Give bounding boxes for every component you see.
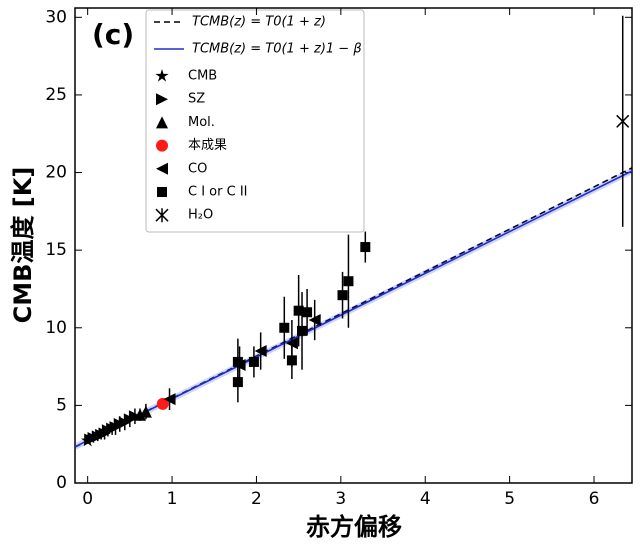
y-tick-label: 10	[45, 318, 67, 338]
y-tick-label: 15	[45, 240, 67, 260]
data-point	[286, 355, 297, 366]
data-point	[297, 325, 308, 336]
data-point	[279, 322, 290, 333]
legend-label: SZ	[188, 92, 205, 107]
data-point	[128, 410, 141, 423]
data-point	[293, 305, 304, 316]
data-point	[616, 114, 630, 129]
legend-marker	[156, 116, 168, 129]
legend-marker	[155, 208, 169, 223]
legend-label: TCMB(z) = T0(1 + z)	[192, 15, 326, 30]
x-tick-label: 5	[504, 489, 515, 509]
y-tick-label: 20	[45, 163, 67, 183]
legend-label: CO	[188, 161, 207, 176]
panel-label: (c)	[92, 18, 134, 51]
data-point	[360, 242, 371, 253]
y-tick-label: 25	[45, 85, 67, 105]
legend-box	[145, 9, 365, 233]
y-tick-label: 30	[45, 7, 67, 27]
x-tick-label: 1	[167, 489, 178, 509]
data-point	[133, 408, 146, 421]
legend-marker	[155, 69, 169, 82]
x-tick-label: 0	[82, 489, 93, 509]
x-tick-label: 6	[589, 489, 600, 509]
legend-label: C I or C II	[188, 185, 247, 200]
data-point	[163, 393, 176, 406]
y-axis-label: CMB温度 [K]	[9, 167, 37, 324]
legend-marker	[156, 139, 168, 152]
y-tick-label: 5	[56, 395, 67, 415]
legend-marker	[156, 93, 168, 106]
data-point	[248, 356, 259, 367]
legend-label: H₂O	[188, 208, 213, 223]
data-point	[156, 397, 169, 410]
data-point	[302, 307, 313, 318]
legend-label: Mol.	[188, 115, 215, 130]
legend-label: 本成果	[188, 138, 227, 153]
legend-marker	[156, 162, 168, 175]
legend-marker	[157, 187, 167, 197]
data-point	[337, 290, 348, 301]
data-point	[308, 314, 321, 327]
plot-frame	[74, 7, 633, 484]
x-axis-label: 赤方偏移	[306, 513, 402, 541]
x-tick-label: 4	[420, 489, 431, 509]
x-tick-label: 3	[335, 489, 346, 509]
y-tick-label: 0	[56, 473, 67, 493]
legend-label: CMB	[188, 69, 217, 84]
data-point	[254, 345, 267, 358]
data-point	[343, 276, 354, 287]
data-point	[232, 356, 243, 367]
x-tick-label: 2	[251, 489, 262, 509]
data-point	[139, 405, 152, 418]
legend-label: TCMB(z) = T0(1 + z)1 − β	[192, 42, 362, 57]
